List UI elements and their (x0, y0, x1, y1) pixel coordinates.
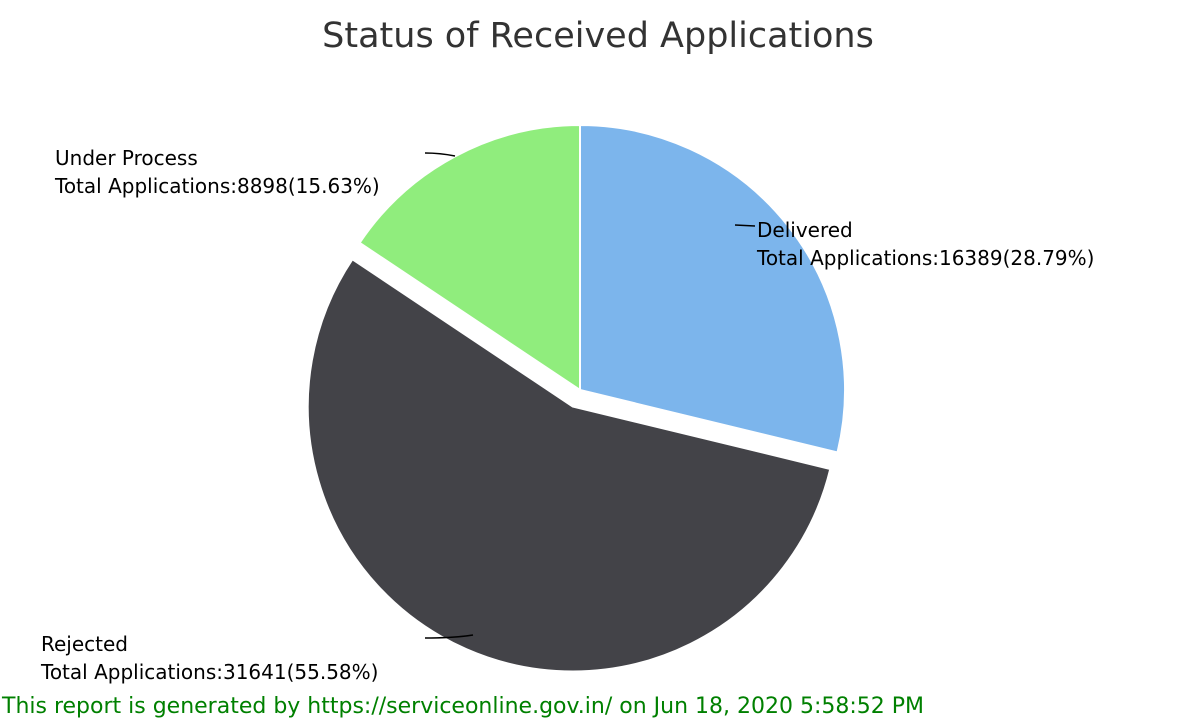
label-under-process-total: Total Applications:8898(15.63%) (54, 174, 380, 198)
pie-slice-under-process[interactable] (358, 124, 581, 391)
connector-rejected (424, 634, 474, 639)
label-delivered-total: Total Applications:16389(28.79%) (756, 246, 1094, 270)
chart-title: Status of Received Applications (322, 16, 874, 56)
pie-slice-rejected[interactable] (306, 258, 832, 673)
connector-under-process (424, 152, 456, 157)
label-under-process-name: Under Process (55, 146, 198, 170)
connector-delivered (734, 224, 756, 227)
report-footer: This report is generated by https://serv… (1, 694, 924, 719)
label-delivered-name: Delivered (757, 218, 853, 242)
label-rejected-name: Rejected (41, 632, 128, 656)
label-connectors (424, 152, 756, 639)
label-rejected-total: Total Applications:31641(55.58%) (40, 660, 378, 684)
pie-slice-delivered[interactable] (579, 124, 846, 454)
pie-slices (306, 124, 846, 673)
